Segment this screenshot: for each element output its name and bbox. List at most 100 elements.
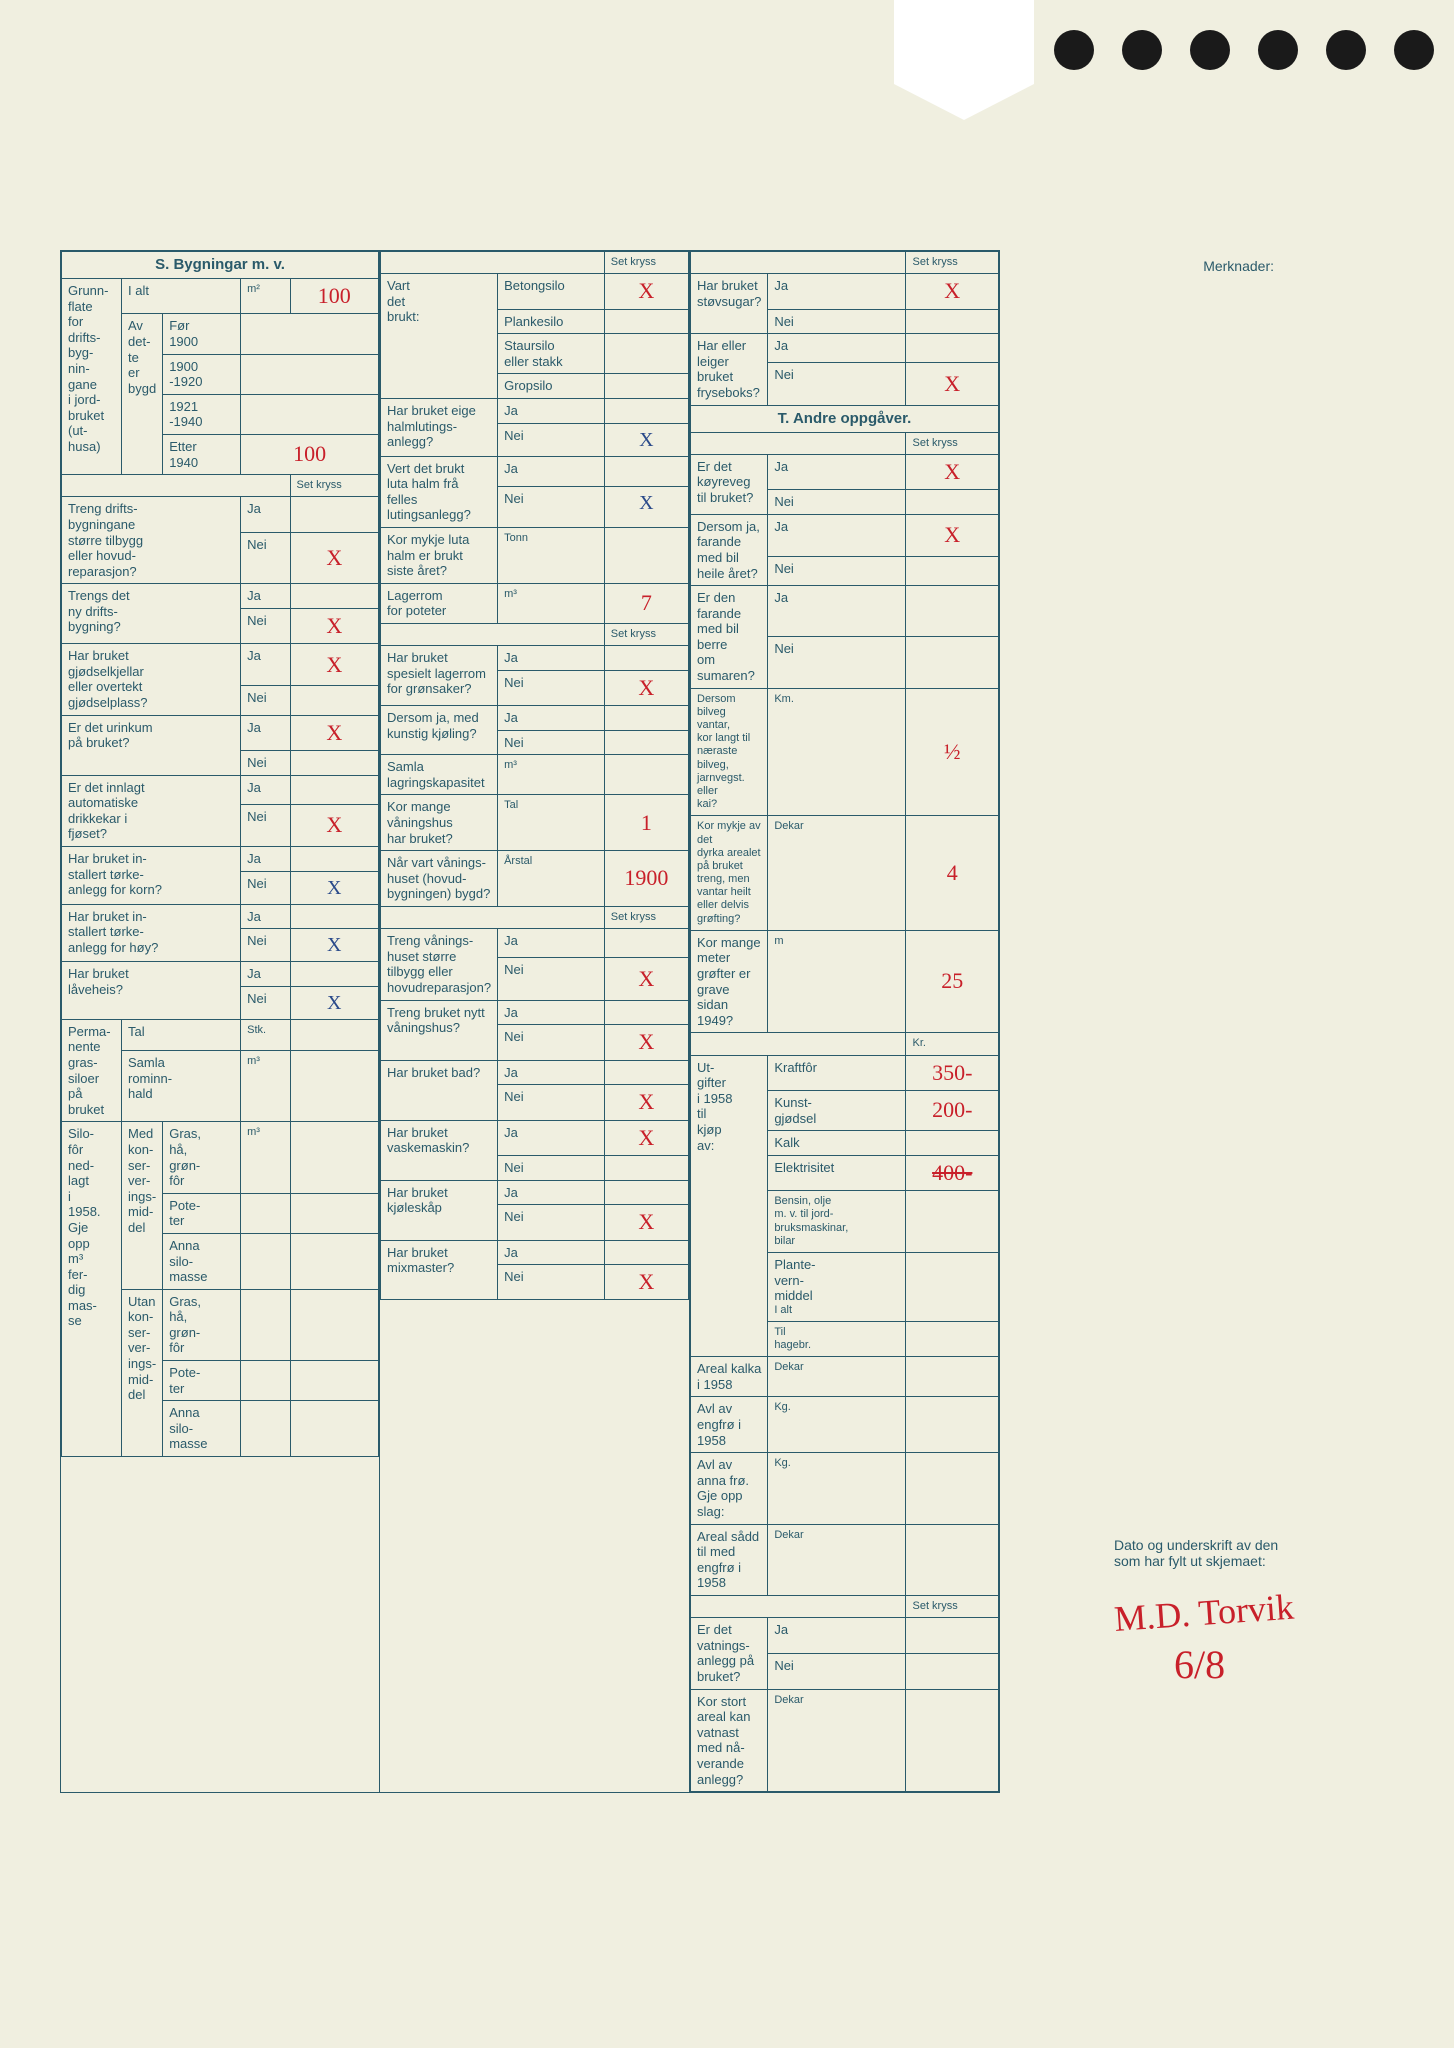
m: m xyxy=(768,930,906,1033)
van-tal: 1 xyxy=(604,795,688,851)
punch-hole xyxy=(1122,30,1162,70)
q-luta-halm: Vert det bruktluta halm fråfelles luting… xyxy=(381,456,498,527)
etter1940: Etter1940 xyxy=(163,434,241,474)
q-kor-mykje-luta: Kor mykje lutahalm er bruktsiste året? xyxy=(381,527,498,583)
q-farande-sumar: Er den farandemed bil berreom sumaren? xyxy=(691,586,768,689)
kraftfor: Kraftfôr xyxy=(768,1055,906,1090)
signature-date: 6/8 xyxy=(1174,1641,1374,1688)
q-kunstig-kjoling: Dersom ja, medkunstig kjøling? xyxy=(381,706,498,755)
kunstgjodsel-val: 200- xyxy=(906,1090,999,1130)
treng-van-nei: X xyxy=(604,958,688,1000)
q-grofter: Kor mange metergrøfter er gravesidan 194… xyxy=(691,930,768,1033)
col-mid: Set kryss Vartdetbrukt: Betongsilo X Pla… xyxy=(380,250,690,1793)
q-avl-engfro: Avl av engfrø i 1958 xyxy=(691,1397,768,1453)
koyreveg-ja: X xyxy=(906,454,999,489)
av-dette-bygd: Avdet-teerbygd xyxy=(122,314,163,475)
q-koyreveg: Er det køyrevegtil bruket? xyxy=(691,454,768,514)
punch-hole xyxy=(1190,30,1230,70)
arstal: Årstal xyxy=(498,851,605,907)
urinkum-ja: X xyxy=(290,715,378,750)
q-vaskemaskin: Har bruketvaskemaskin? xyxy=(381,1120,498,1180)
q-treng-drifts: Treng drifts-bygninganestørre tilbyggell… xyxy=(62,497,241,584)
q-urinkum: Er det urinkumpå bruket? xyxy=(62,715,241,775)
drikkekar-nei: X xyxy=(290,804,378,846)
punch-hole xyxy=(1394,30,1434,70)
km-val: ½ xyxy=(906,688,999,816)
gras-ha: Gras,hå,grøn-fôr xyxy=(163,1122,241,1193)
q-kor-mange-van: Kor mangevåningshushar bruket? xyxy=(381,795,498,851)
q-avl-anna: Avl av anna frø.Gje opp slag: xyxy=(691,1453,768,1524)
ialt-unit: m² xyxy=(241,279,290,314)
bad-nei: X xyxy=(604,1085,688,1120)
section-s-title: S. Bygningar m. v. xyxy=(62,252,379,279)
col-s: S. Bygningar m. v. Grunn-flatefordrifts-… xyxy=(60,250,380,1793)
set-kryss: Set kryss xyxy=(290,475,378,497)
torke-hoy-nei: X xyxy=(290,929,378,962)
mixmaster-nei: X xyxy=(604,1265,688,1300)
utan-kons: Utankon-ser-ver-ings-mid-del xyxy=(122,1289,163,1456)
set-kryss-2: Set kryss xyxy=(604,252,688,274)
perm-siloer: Perma-nentegras-siloerpåbruket xyxy=(62,1019,122,1122)
bensin: Bensin, oljem. v. til jord-bruksmaskinar… xyxy=(768,1191,906,1253)
q-halmlutings: Har bruket eigehalmlutings-anlegg? xyxy=(381,398,498,456)
kg: Kg. xyxy=(768,1397,906,1453)
q-laveheis: Har bruketlåveheis? xyxy=(62,962,241,1020)
elektrisitet-val: 400- xyxy=(906,1155,999,1190)
q-treng-van: Treng vånings-huset størretilbygg ellerh… xyxy=(381,929,498,1000)
ialt-label: I alt xyxy=(122,279,241,314)
til-hagebr: Tilhagebr. xyxy=(768,1321,906,1356)
q-vatningsanlegg: Er det vatnings-anlegg på bruket? xyxy=(691,1618,768,1689)
treng-drifts-nei: X xyxy=(290,532,378,583)
q-lager-poteter: Lagerromfor poteter xyxy=(381,583,498,623)
trengs-ny-nei: X xyxy=(290,608,378,643)
silofor: Silo-fôrned-lagti1958.Gjeoppm³fer-digmas… xyxy=(62,1122,122,1457)
section-t-title: T. Andre oppgåver. xyxy=(691,405,999,432)
vaskemaskin-ja: X xyxy=(604,1120,688,1155)
ja: Ja xyxy=(241,497,290,533)
q-mixmaster: Har bruketmixmaster? xyxy=(381,1240,498,1300)
q-fryseboks: Har eller leigerbruket fryseboks? xyxy=(691,334,768,405)
q-drikkekar: Er det innlagtautomatiskedrikkekar ifjøs… xyxy=(62,775,241,846)
signature-prompt: Dato og underskrift av densom har fylt u… xyxy=(1114,1537,1374,1569)
q-bilveg-vantar: Dersom bilveg vantar,kor langt til næras… xyxy=(691,688,768,816)
laveheis-nei: X xyxy=(290,986,378,1019)
grunnflate-label: Grunn-flatefordrifts-byg-nin-ganei jord-… xyxy=(62,279,122,475)
p1921-1940: 1921-1940 xyxy=(163,394,241,434)
kraftfor-val: 350- xyxy=(906,1055,999,1090)
q-dyrka-areal: Kor mykje av detdyrka arealet på brukett… xyxy=(691,816,768,931)
q-bad: Har bruket bad? xyxy=(381,1060,498,1120)
luta-halm-nei: X xyxy=(604,487,688,528)
kr: Kr. xyxy=(906,1033,999,1055)
anna-silo: Annasilo-masse xyxy=(163,1233,241,1289)
q-farande-heile: Dersom ja,farande med bilheile året? xyxy=(691,514,768,585)
kalk: Kalk xyxy=(768,1131,906,1156)
for1900: Før1900 xyxy=(163,314,241,354)
plantevernmiddel: Plante-vern-middel I alt xyxy=(768,1252,906,1321)
q-areal-kalka: Areal kalkai 1958 xyxy=(691,1357,768,1397)
q-trengs-ny: Trengs detny drifts-bygning? xyxy=(62,584,241,644)
samla-rominnhald: Samlarominn-hald xyxy=(122,1051,241,1122)
halmlutings-nei: X xyxy=(604,423,688,456)
utgifter: Ut-gifteri 1958tilkjøpav: xyxy=(691,1055,768,1357)
dekar-val: 4 xyxy=(906,816,999,931)
staursilo: Staursiloeller stakk xyxy=(498,334,605,374)
m-val: 25 xyxy=(906,930,999,1033)
fryseboks-nei: X xyxy=(906,363,999,405)
gjodselkjeller-ja: X xyxy=(290,644,378,686)
poteter: Pote-ter xyxy=(163,1193,241,1233)
kjoleskap-nei: X xyxy=(604,1205,688,1240)
q-lager-gronsaker: Har bruketspesielt lagerromfor grønsaker… xyxy=(381,646,498,706)
betongsilo: Betongsilo xyxy=(498,274,605,309)
elektrisitet: Elektrisitet xyxy=(768,1155,906,1190)
q-samla-lagring: Samlalagringskapasitet xyxy=(381,755,498,795)
ialt-value: 100 xyxy=(290,279,378,314)
stovsugar-ja: X xyxy=(906,274,999,309)
signature-area: Dato og underskrift av densom har fylt u… xyxy=(1114,1537,1374,1688)
km: Km. xyxy=(768,688,906,816)
gropsilo: Gropsilo xyxy=(498,374,605,399)
torke-korn-nei: X xyxy=(290,871,378,904)
kunstgjodsel: Kunst-gjødsel xyxy=(768,1090,906,1130)
punch-holes xyxy=(1054,30,1434,70)
lager-gronsaker-nei: X xyxy=(604,670,688,705)
page: Merknader: S. Bygningar m. v. Grunn-flat… xyxy=(0,0,1454,2048)
